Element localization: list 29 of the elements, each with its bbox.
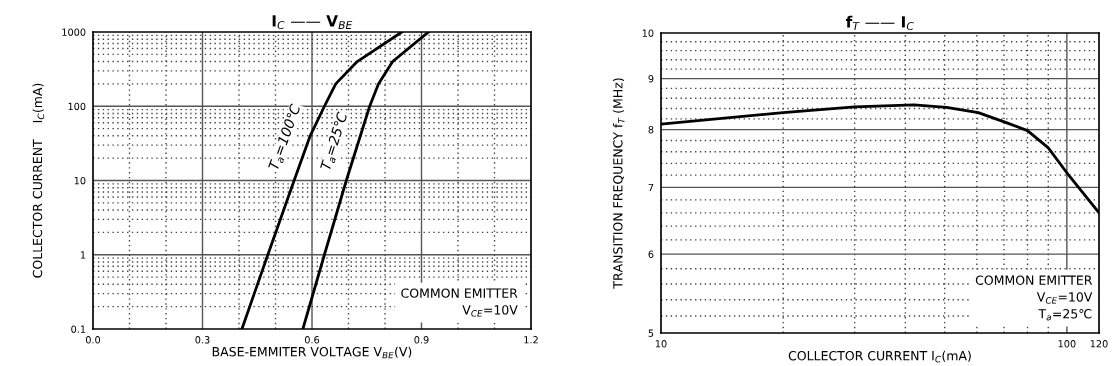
- annotation: COMMON EMITTER V$_{CE}$=10V: [401, 288, 518, 317]
- y-tick-label: 5: [648, 329, 654, 337]
- x-tick-label: 1.2: [524, 336, 538, 344]
- x-tick-label: 120: [1090, 340, 1108, 348]
- y-tick-label: 7: [648, 183, 654, 192]
- text: T$_{a}$=100℃: [267, 103, 303, 172]
- y-tick-label: 1: [80, 251, 86, 259]
- y-tick-label: 6: [648, 250, 654, 258]
- x-tick-label: 0.0: [85, 336, 101, 344]
- y-axis-title: TRANSITION FREQUENCY f$_{T}$ (MHz): [612, 78, 625, 289]
- x-tick-label: 0.9: [414, 336, 429, 344]
- y-tick-label: 100: [68, 102, 86, 111]
- x-tick-label: 100: [1058, 340, 1076, 348]
- y-tick-label: 8: [648, 126, 654, 134]
- y-tick-label: 10: [74, 176, 86, 185]
- x-tick-label: 0.3: [195, 336, 210, 344]
- chart-title: I$_{C}$ —— V$_{BE}$: [272, 15, 353, 30]
- y-axis-title: COLLECTOR CURRENT I$_{C}$(mA): [32, 83, 45, 278]
- x-tick-label: 10: [655, 340, 667, 348]
- y-tick-label: 0.1: [71, 325, 86, 333]
- chart-title: f$_{T}$ —— I$_{C}$: [845, 15, 914, 31]
- x-axis-title: COLLECTOR CURRENT I$_{C}$(mA): [788, 350, 971, 363]
- x-tick-label: 0.6: [304, 336, 320, 344]
- y-tick-label: 10: [642, 29, 654, 37]
- y-tick-label: 1000: [62, 28, 86, 36]
- y-tick-label: 9: [648, 75, 654, 83]
- x-axis-title: BASE-EMMITER VOLTAGE V$_{BE}$(V): [212, 346, 412, 359]
- annotation: COMMON EMITTER V$_{CE}$=10V T$_{a}$=25℃: [975, 275, 1093, 321]
- text: T$_{a}$=25℃: [319, 111, 350, 172]
